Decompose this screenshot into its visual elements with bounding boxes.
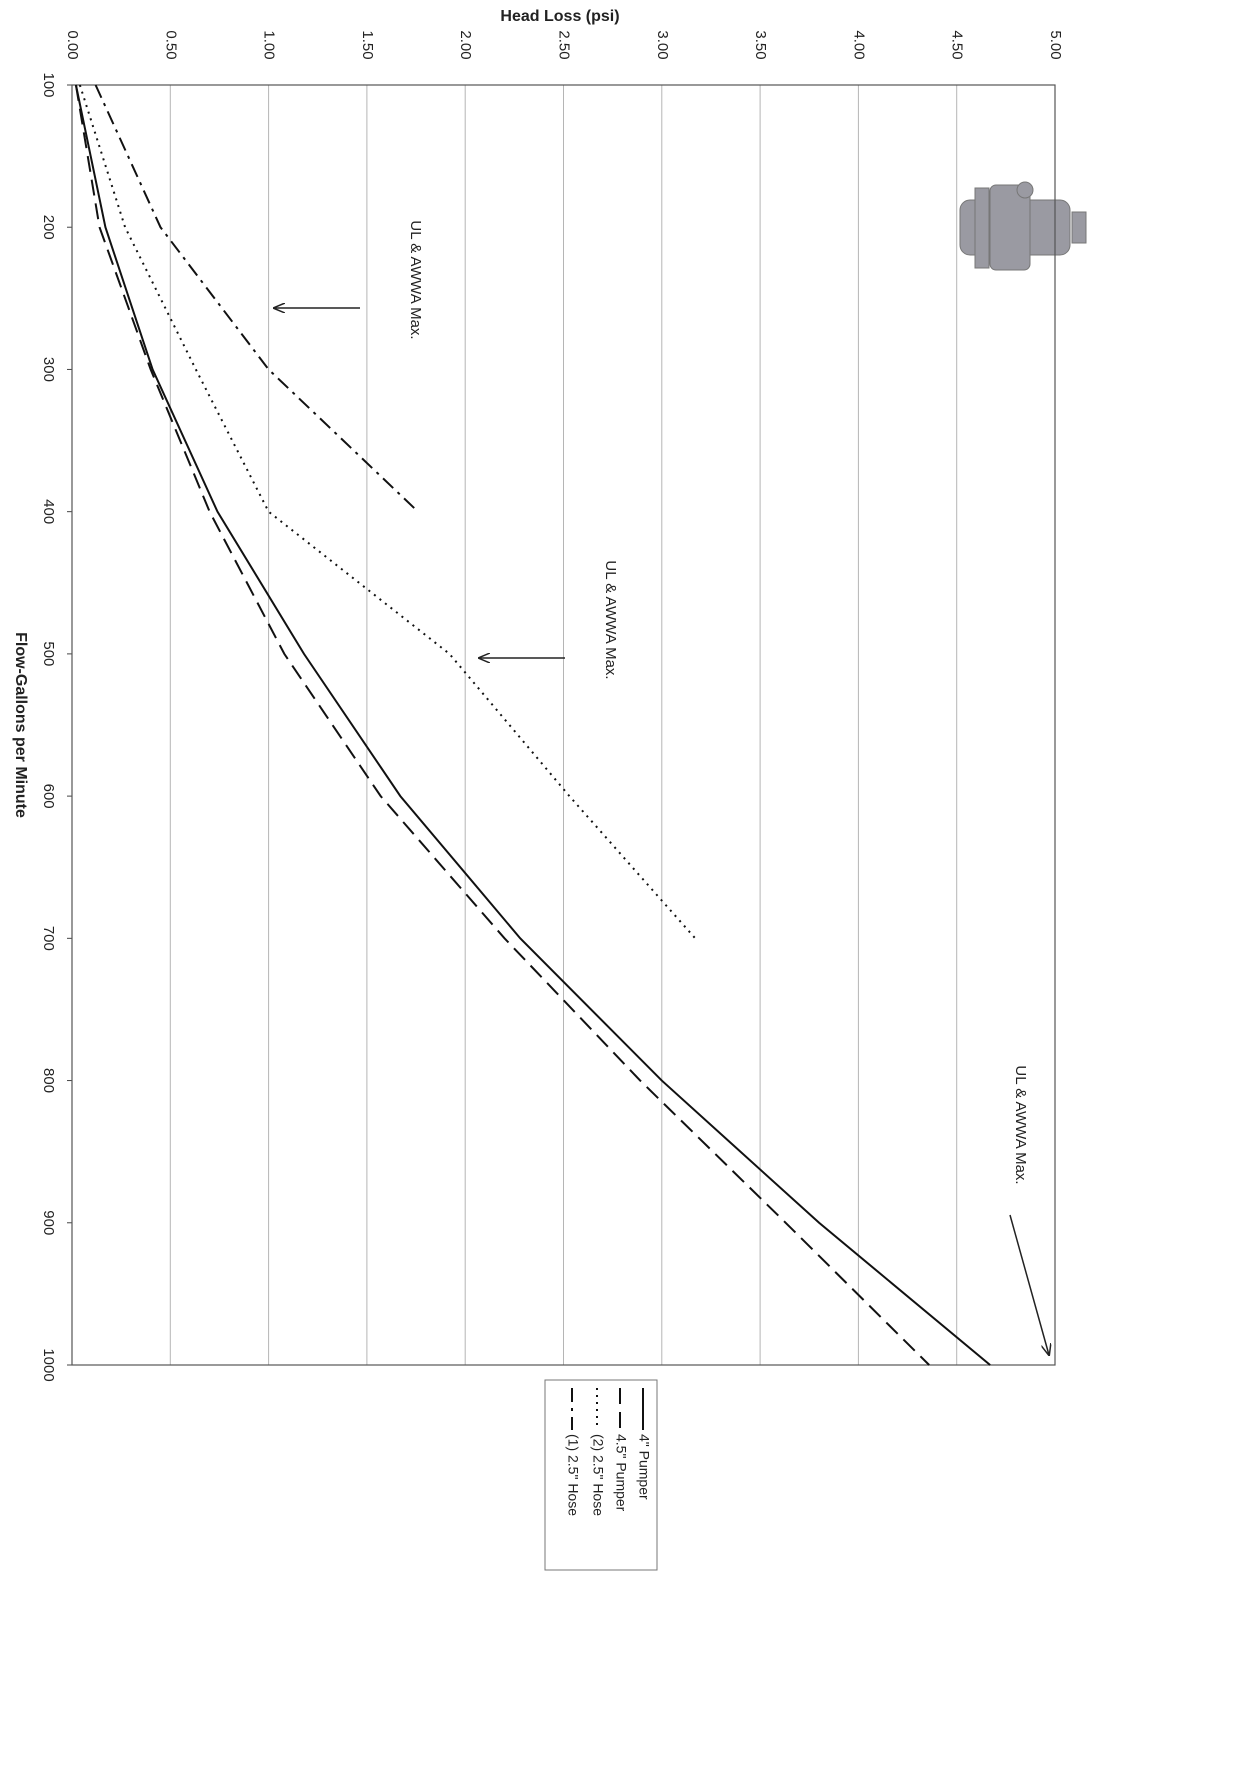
series-line	[94, 84, 419, 513]
series-line	[74, 84, 991, 1366]
y-tick-label: 0.50	[162, 30, 179, 59]
y-tick-label: 4.50	[949, 30, 966, 59]
annotation: UL & AWWA Max.	[602, 560, 619, 679]
x-tick-label: 1000	[40, 1348, 57, 1381]
x-tick-label: 600	[40, 784, 57, 809]
y-tick-label: 3.50	[752, 30, 769, 59]
x-tick-label: 500	[40, 641, 57, 666]
annotation: UL & AWWA Max.	[1012, 1065, 1029, 1184]
x-tick-label: 200	[40, 215, 57, 240]
y-tick-label: 1.50	[359, 30, 376, 59]
y-tick-label: 3.00	[654, 30, 671, 59]
annotation: UL & AWWA Max.	[407, 220, 424, 339]
x-tick-label: 400	[40, 499, 57, 524]
y-tick-label: 1.00	[261, 30, 278, 59]
annotation-arrow	[1009, 1214, 1049, 1355]
plot-frame	[71, 84, 1056, 1366]
legend-box	[544, 1379, 658, 1571]
y-tick-label: 4.00	[850, 30, 867, 59]
axis-title: Head Loss (psi)	[500, 8, 619, 25]
x-tick-label: 700	[40, 926, 57, 951]
x-tick-label: 800	[40, 1068, 57, 1093]
hydrant-icon	[959, 181, 1087, 271]
legend-label: (2) 2.5" Hose	[590, 1434, 606, 1516]
y-tick-label: 2.50	[556, 30, 573, 59]
x-tick-label: 300	[40, 357, 57, 382]
legend-label: 4" Pumper	[636, 1434, 652, 1500]
y-tick-label: 2.00	[457, 30, 474, 59]
axis-title: Flow-Gallons per Minute	[12, 632, 29, 818]
x-tick-label: 900	[40, 1210, 57, 1235]
series-line	[74, 84, 930, 1366]
legend-label: 4.5" Pumper	[613, 1434, 629, 1512]
x-tick-label: 100	[40, 72, 57, 97]
y-tick-label: 5.00	[1047, 30, 1064, 59]
y-tick-label: 0.00	[64, 30, 81, 59]
legend-label: (1) 2.5" Hose	[565, 1434, 581, 1516]
series-line	[78, 84, 696, 939]
